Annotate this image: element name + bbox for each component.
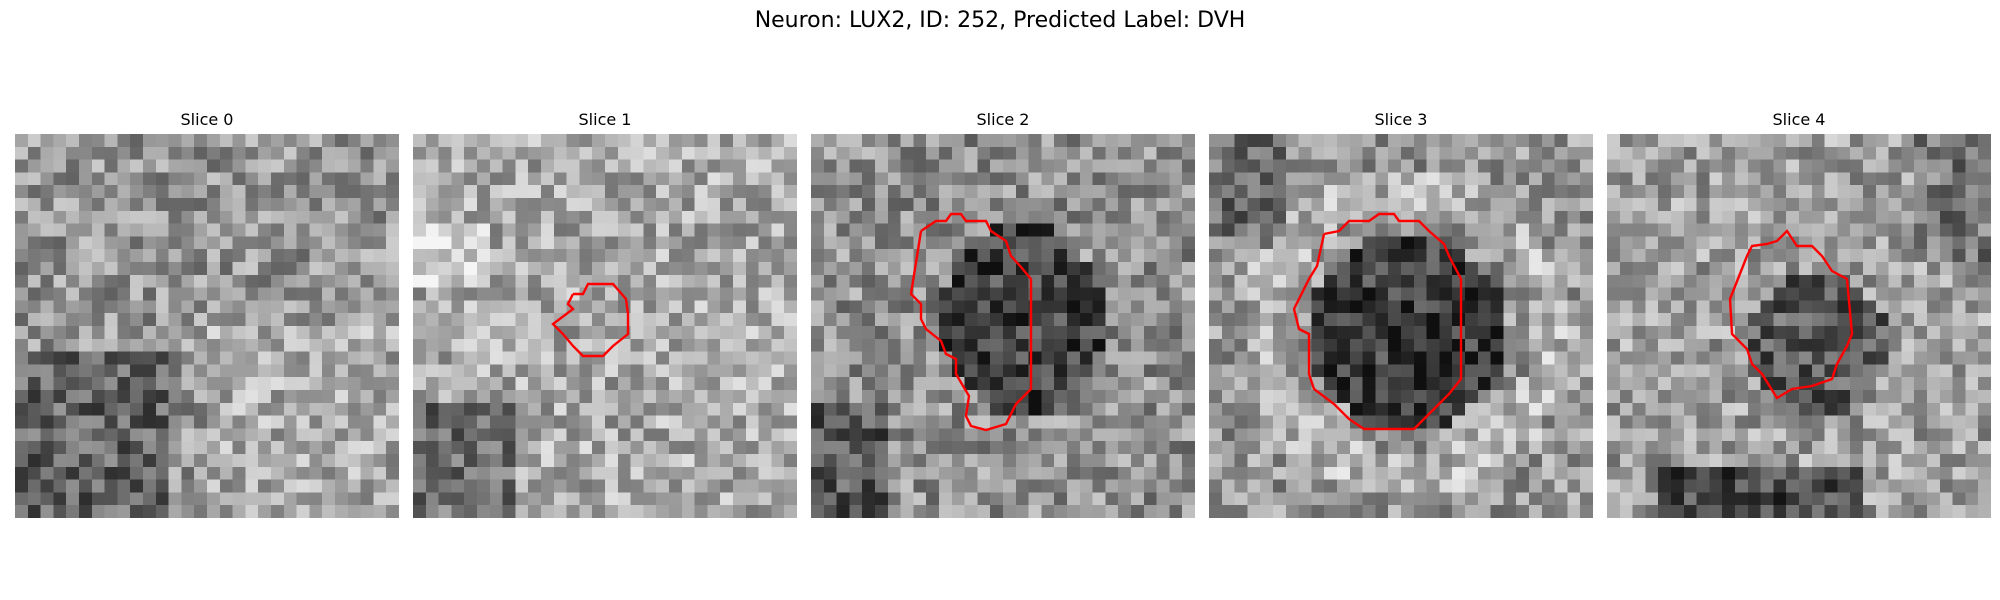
slice-image-canvas-3 [1209,134,1593,518]
roi-outline-4 [1728,229,1854,400]
slice-title-0: Slice 0 [180,110,234,129]
slice-title-2: Slice 2 [976,110,1030,129]
figure-title: Neuron: LUX2, ID: 252, Predicted Label: … [754,8,1246,33]
roi-outline-3 [1292,212,1463,431]
slice-image-canvas-4 [1607,134,1991,518]
slice-image-1 [413,134,797,518]
roi-contour-2 [909,212,1033,432]
slice-image-4 [1607,134,1991,518]
slice-panel-3: Slice 3 [1209,110,1593,518]
slice-image-canvas-2 [811,134,1195,518]
roi-contour-4 [1728,229,1854,400]
slice-panel-1: Slice 1 [413,110,797,518]
slice-panel-2: Slice 2 [811,110,1195,518]
slice-panel-0: Slice 0 [15,110,399,518]
slice-image-2 [811,134,1195,518]
slice-image-3 [1209,134,1593,518]
slice-image-canvas-1 [413,134,797,518]
roi-contour-1 [551,282,630,358]
slice-title-1: Slice 1 [578,110,632,129]
slice-panel-4: Slice 4 [1607,110,1991,518]
roi-outline-1 [551,282,630,358]
slice-title-3: Slice 3 [1374,110,1428,129]
roi-outline-2 [909,212,1033,432]
slice-image-0 [15,134,399,518]
slice-image-canvas-0 [15,134,399,518]
roi-contour-3 [1292,212,1463,431]
slice-title-4: Slice 4 [1772,110,1826,129]
